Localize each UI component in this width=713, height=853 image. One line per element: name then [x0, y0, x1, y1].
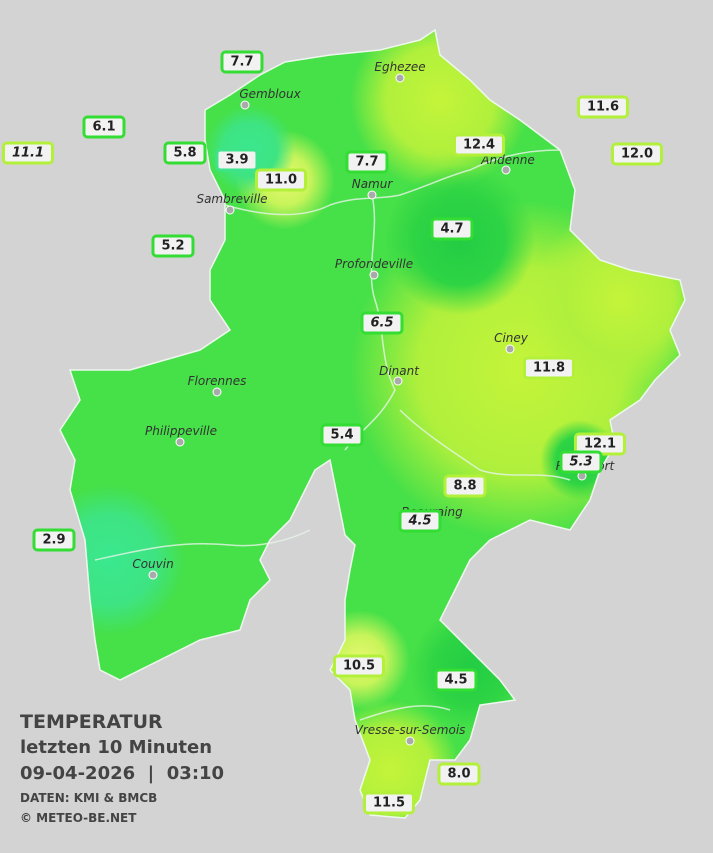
station-value: 6.1	[82, 115, 126, 139]
city-marker	[505, 344, 515, 354]
city-marker	[501, 165, 511, 175]
city-marker	[395, 73, 405, 83]
city-marker	[393, 376, 403, 386]
station-value: 12.0	[610, 142, 664, 166]
station-value: 5.8	[163, 141, 207, 165]
legend-datetime: 09-04-2026 | 03:10	[20, 763, 225, 784]
city-label: Florennes	[187, 374, 247, 388]
city-label: Profondeville	[334, 257, 414, 271]
station-value: 12.1	[573, 432, 627, 456]
city-marker	[405, 736, 415, 746]
station-value: 4.7	[430, 217, 474, 241]
city-marker	[175, 437, 185, 447]
station-value: 5.3	[559, 450, 603, 474]
city-label: Sambreville	[196, 192, 268, 206]
city-label: Andenne	[481, 153, 535, 167]
station-value: 4.5	[398, 509, 442, 533]
station-value: 8.8	[443, 474, 487, 498]
rivers	[94, 149, 571, 721]
city-label: Dinant	[379, 364, 419, 378]
station-value: 10.5	[332, 654, 386, 678]
station-value: 11.5	[362, 791, 416, 815]
city-marker	[367, 190, 377, 200]
city-marker	[369, 270, 379, 280]
station-value: 6.5	[360, 311, 404, 335]
station-value: 2.9	[32, 528, 76, 552]
station-value: 5.2	[151, 234, 195, 258]
station-value: 5.4	[320, 423, 364, 447]
legend-copyright: © METEO-BE.NET	[20, 811, 137, 825]
city-marker	[225, 205, 235, 215]
city-marker	[240, 100, 250, 110]
city-marker	[148, 570, 158, 580]
station-value: 8.0	[437, 762, 481, 786]
city-label: Philippeville	[145, 424, 217, 438]
station-value: 7.7	[345, 150, 389, 174]
station-value: 11.0	[254, 168, 308, 192]
city-marker	[212, 387, 222, 397]
city-label: Gembloux	[239, 87, 301, 101]
city-label: Vresse-sur-Semois	[354, 723, 466, 737]
legend-title: TEMPERATUR	[20, 711, 163, 733]
city-label: Namur	[351, 177, 393, 191]
station-value: 11.8	[522, 356, 576, 380]
station-value: 4.5	[434, 668, 478, 692]
legend-source: DATEN: KMI & BMCB	[20, 791, 158, 805]
legend-subtitle: letzten 10 Minuten	[20, 737, 213, 758]
station-value: 11.1	[1, 141, 55, 165]
city-label: Ciney	[494, 331, 528, 345]
station-value: 7.7	[220, 50, 264, 74]
city-label: Couvin	[132, 557, 174, 571]
city-label: Eghezee	[374, 60, 426, 74]
station-value: 11.6	[576, 95, 630, 119]
station-value: 12.4	[452, 133, 506, 157]
station-value: 3.9	[215, 148, 259, 172]
